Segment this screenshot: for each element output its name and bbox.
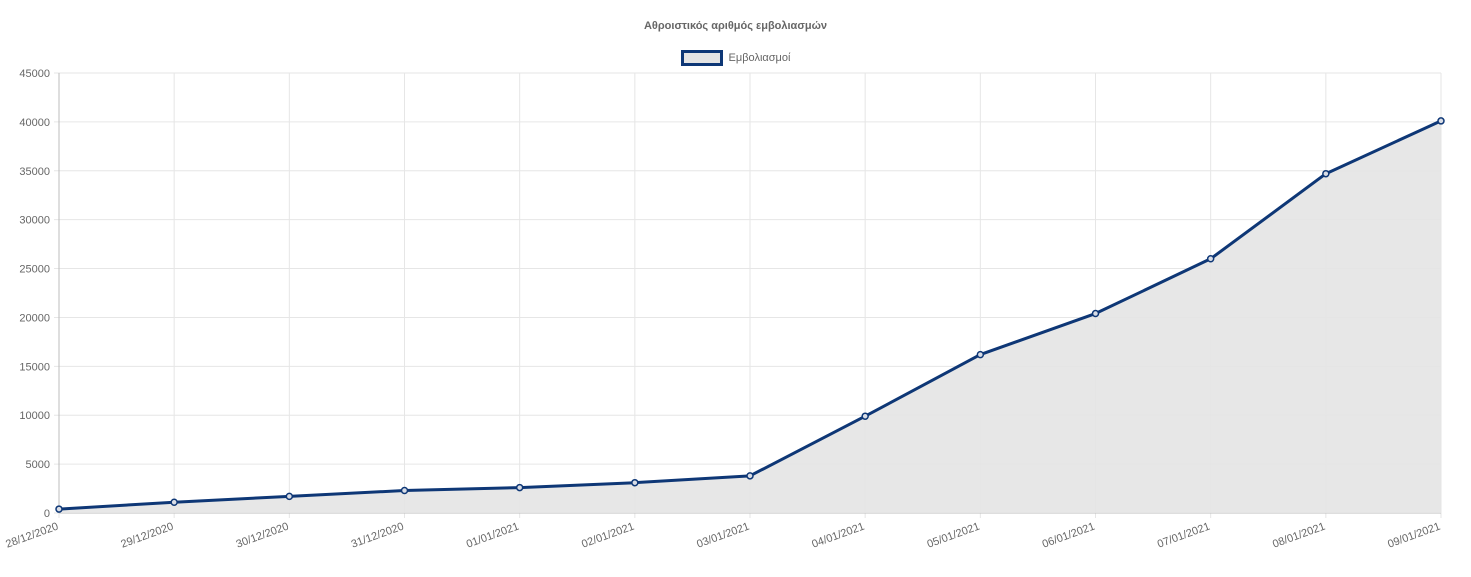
x-tick-label: 01/01/2021 — [465, 521, 521, 551]
y-tick-label: 35000 — [19, 166, 50, 178]
data-point — [400, 486, 409, 495]
data-point — [1437, 117, 1445, 125]
x-tick-label: 28/12/2020 — [4, 521, 60, 551]
x-tick-label: 31/12/2020 — [350, 521, 406, 551]
legend-label: Εμβολιασμοί — [728, 52, 791, 64]
legend[interactable]: Εμβολιασμοί — [0, 50, 1471, 66]
x-tick-label: 09/01/2021 — [1386, 521, 1442, 551]
x-tick-label: 08/01/2021 — [1271, 521, 1327, 551]
chart-title: Αθροιστικός αριθμός εμβολιασμών — [643, 20, 827, 32]
data-point — [285, 492, 294, 501]
data-point — [1091, 309, 1100, 318]
y-tick-label: 30000 — [19, 215, 50, 227]
data-point — [55, 505, 63, 513]
data-point — [515, 483, 524, 492]
data-point — [746, 472, 754, 480]
x-tick-label: 07/01/2021 — [1156, 521, 1212, 551]
series-area — [59, 120, 1441, 514]
data-point — [1206, 255, 1215, 263]
y-tick-label: 25000 — [19, 264, 50, 276]
y-tick-label: 15000 — [19, 361, 50, 373]
x-tick-label: 03/01/2021 — [695, 521, 751, 551]
y-tick-label: 5000 — [26, 459, 50, 471]
x-tick-label: 30/12/2020 — [235, 521, 291, 551]
y-tick-label: 20000 — [19, 312, 50, 324]
data-point — [631, 478, 639, 487]
legend-swatch — [680, 50, 723, 66]
x-tick-label: 29/12/2020 — [119, 521, 175, 551]
y-tick-label: 10000 — [19, 410, 50, 422]
data-point — [170, 498, 178, 506]
data-point — [976, 350, 985, 359]
x-tick-label: 04/01/2021 — [810, 521, 866, 551]
x-tick-label: 05/01/2021 — [926, 521, 982, 551]
x-tick-label: 02/01/2021 — [580, 521, 636, 551]
y-tick-label: 40000 — [19, 117, 50, 129]
x-tick-label: 06/01/2021 — [1041, 521, 1097, 551]
data-point — [861, 412, 869, 420]
y-tick-label: 45000 — [19, 68, 50, 80]
data-point — [1322, 169, 1330, 178]
y-tick-label: 0 — [44, 508, 50, 520]
